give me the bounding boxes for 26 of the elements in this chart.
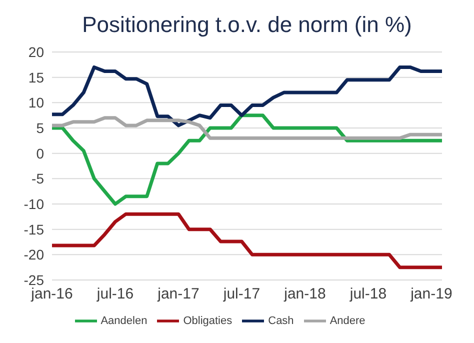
y-tick-label: -10 [24, 196, 44, 212]
y-tick-label: -20 [24, 246, 44, 263]
legend-label: Aandelen [100, 314, 148, 327]
x-tick-label: jan-18 [283, 286, 326, 303]
y-tick-label: 20 [28, 44, 44, 60]
y-tick-label: 15 [28, 69, 44, 86]
y-tick-label: 10 [28, 94, 44, 111]
y-tick-label: 0 [36, 145, 44, 162]
line-series [50, 65, 444, 128]
x-tick-label: jul-17 [222, 286, 260, 303]
y-tick-label: -25 [24, 272, 44, 288]
y-tick-label: -5 [32, 170, 44, 187]
legend-label: Andere [330, 314, 366, 327]
legend-label: Cash [268, 314, 294, 327]
x-tick-label: jan-17 [156, 286, 200, 303]
x-tick-label: jan-16 [30, 286, 73, 303]
x-tick-label: jul-18 [348, 286, 387, 303]
line-series [50, 114, 444, 206]
x-tick-label: jan-19 [410, 286, 452, 303]
line-series [50, 212, 444, 270]
y-tick-label: -15 [24, 221, 44, 238]
y-tick-label: 5 [36, 120, 44, 136]
line-series [50, 116, 444, 140]
x-tick-label: jul-16 [96, 286, 134, 303]
chart-title: Positionering t.o.v. de norm (in %) [81, 11, 413, 39]
legend-label: Obligaties [183, 314, 232, 327]
